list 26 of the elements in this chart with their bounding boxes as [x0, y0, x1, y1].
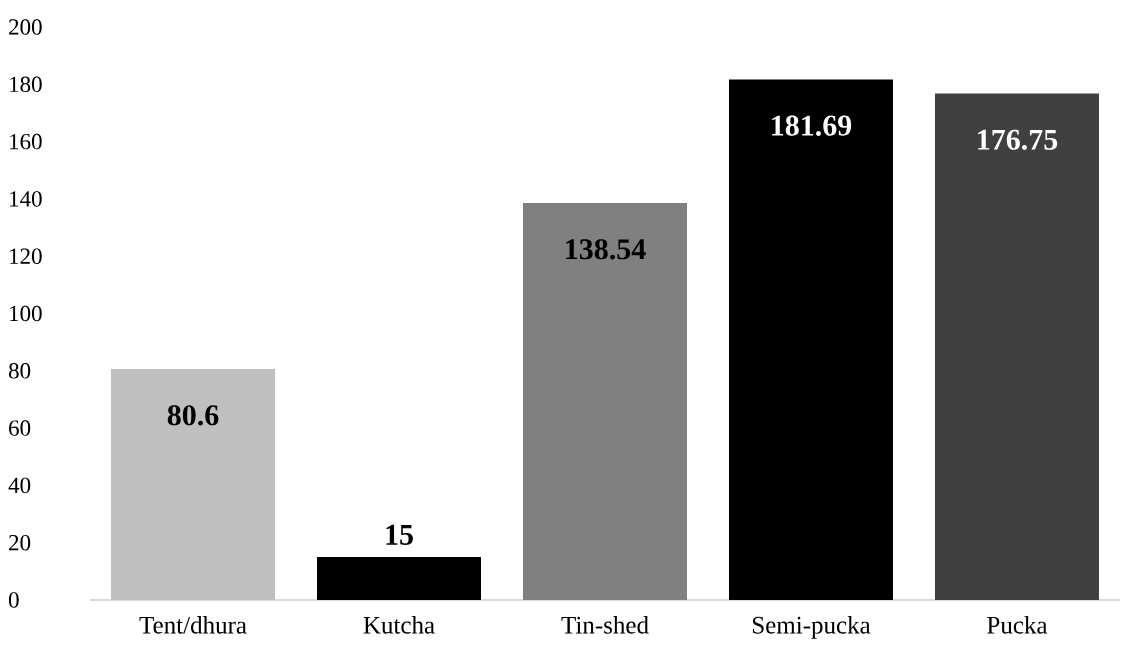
- y-tick-label: 200: [9, 19, 42, 35]
- bar: [317, 557, 482, 600]
- x-tick-label: Pucka: [987, 616, 1048, 634]
- x-tick-label: Semi-pucka: [752, 616, 871, 639]
- x-tick-label: Tent/dhura: [139, 616, 247, 634]
- data-label: 80.6: [167, 405, 219, 426]
- bar: [934, 93, 1099, 600]
- y-tick-label: 80: [8, 363, 31, 379]
- y-tick-label: 100: [10, 305, 42, 322]
- data-label: 176.75: [978, 129, 1058, 150]
- data-label: 15: [386, 524, 413, 545]
- bar: [729, 79, 893, 600]
- x-tick-label: Kutcha: [363, 616, 435, 634]
- y-tick-label: 180: [10, 76, 42, 93]
- y-tick-label: 60: [9, 420, 31, 436]
- y-tick-label: 0: [8, 592, 19, 608]
- y-tick-label: 20: [9, 534, 31, 551]
- bar: [523, 203, 687, 600]
- bar: [111, 369, 276, 600]
- y-tick-label: 140: [10, 191, 42, 207]
- y-tick-label: 160: [10, 133, 42, 150]
- data-label: 181.69: [772, 115, 852, 136]
- y-tick-label: 120: [10, 248, 42, 264]
- data-label: 138.54: [566, 239, 646, 260]
- x-tick-label: Tin-shed: [561, 616, 649, 634]
- y-tick-label: 40: [8, 477, 31, 494]
